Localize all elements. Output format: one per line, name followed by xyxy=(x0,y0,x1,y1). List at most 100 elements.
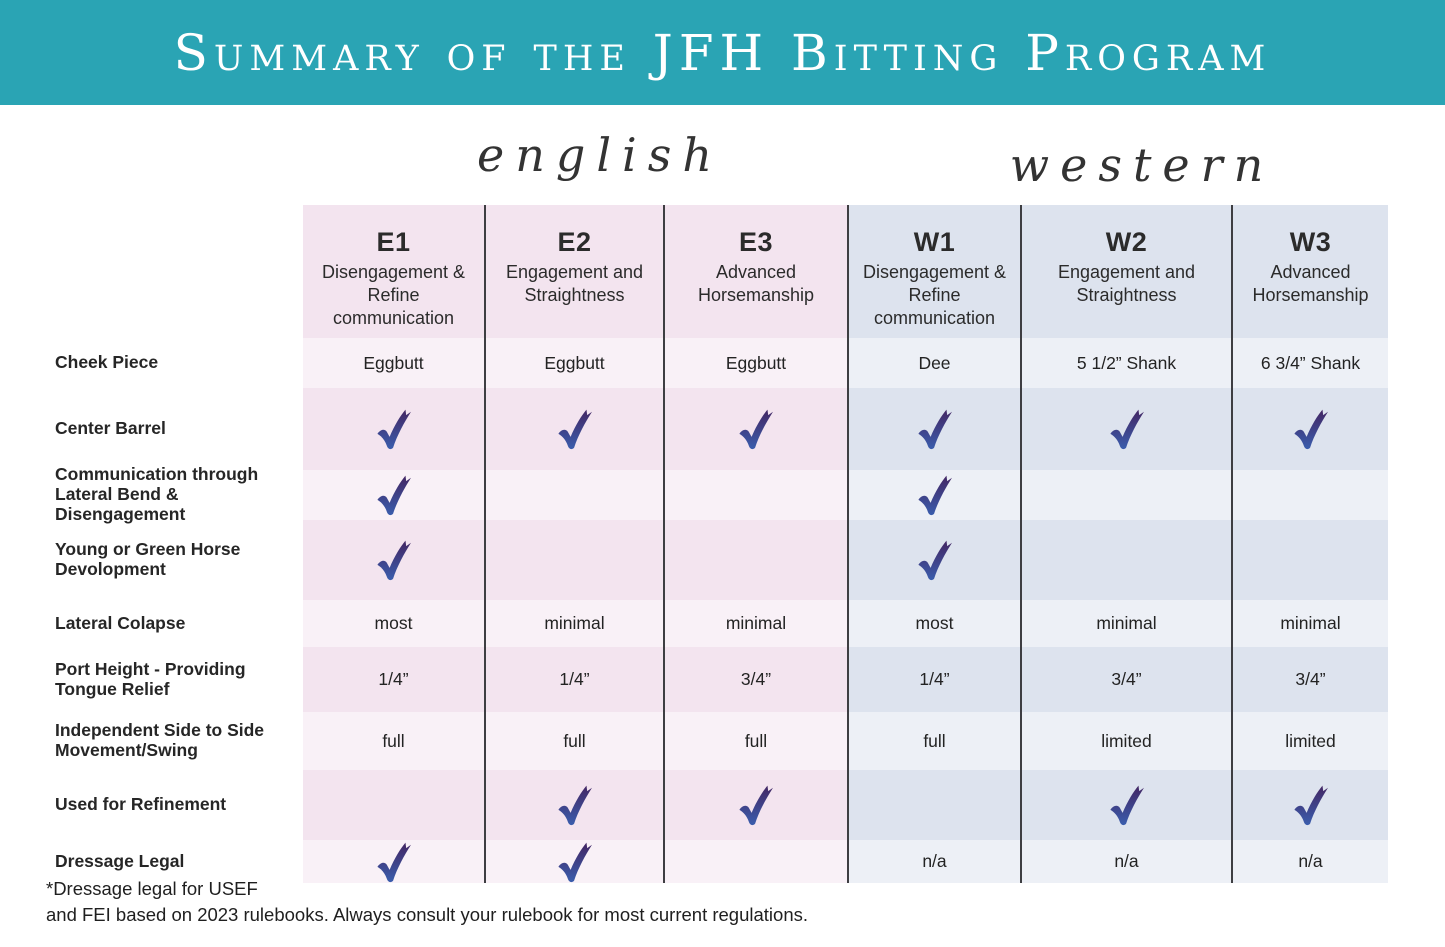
cell-1-E3 xyxy=(663,388,847,470)
cell-text-6-E1: full xyxy=(382,730,405,751)
cell-7-E1 xyxy=(303,770,484,840)
cell-0-E2: Eggbutt xyxy=(484,338,663,388)
cell-text-6-W2: limited xyxy=(1101,730,1152,751)
cell-3-W2 xyxy=(1020,520,1231,600)
cell-2-E3 xyxy=(663,470,847,520)
row-label-2: Communication through Lateral Bend & Dis… xyxy=(0,464,303,524)
cell-0-W1: Dee xyxy=(847,338,1020,388)
cell-3-W3 xyxy=(1231,520,1388,600)
col-code-W3: W3 xyxy=(1289,227,1332,257)
cell-4-E3: minimal xyxy=(663,600,847,647)
cell-text-5-E1: 1/4” xyxy=(378,669,409,689)
page-title: Summary of the JFH Bitting Program xyxy=(173,23,1272,82)
col-code-E3: E3 xyxy=(738,227,774,257)
cell-text-4-W2: minimal xyxy=(1096,613,1157,633)
cell-text-5-W3: 3/4” xyxy=(1295,669,1326,689)
cell-5-E3: 3/4” xyxy=(663,647,847,712)
check-icon xyxy=(739,409,774,450)
check-icon xyxy=(917,540,952,581)
row-label-text-3: Young or Green Horse Devolopment xyxy=(55,539,241,579)
check-icon xyxy=(557,785,592,826)
cell-1-W3 xyxy=(1231,388,1388,470)
cell-8-E2 xyxy=(484,840,663,883)
cell-6-W3: limited xyxy=(1231,712,1388,770)
footnote-line-2: and FEI based on 2023 rulebooks. Always … xyxy=(46,903,809,925)
check-icon xyxy=(376,540,411,581)
check-icon xyxy=(739,785,774,826)
cell-text-8-W3: n/a xyxy=(1298,851,1323,871)
cell-text-4-E2: minimal xyxy=(544,613,605,633)
english-heading: english xyxy=(477,128,723,182)
row-label-0: Cheek Piece xyxy=(0,338,303,388)
check-icon xyxy=(1109,409,1144,450)
cell-text-8-W2: n/a xyxy=(1114,851,1139,871)
cell-7-W1 xyxy=(847,770,1020,840)
cell-7-E3 xyxy=(663,770,847,840)
cell-2-W1 xyxy=(847,470,1020,520)
cell-6-W1: full xyxy=(847,712,1020,770)
cell-2-E2 xyxy=(484,470,663,520)
cell-7-W3 xyxy=(1231,770,1388,840)
cell-2-E1 xyxy=(303,470,484,520)
row-label-text-6: Independent Side to Side Movement/Swing xyxy=(55,720,265,760)
col-subtitle-W1: Disengagement & Refine communication xyxy=(862,262,1007,329)
cell-text-0-W3: 6 3/4” Shank xyxy=(1260,352,1361,373)
cell-6-E1: full xyxy=(303,712,484,770)
cell-3-E2 xyxy=(484,520,663,600)
cell-text-4-W1: most xyxy=(915,613,954,633)
row-label-text-0: Cheek Piece xyxy=(55,352,159,373)
cell-3-E1 xyxy=(303,520,484,600)
cell-2-W3 xyxy=(1231,470,1388,520)
col-code-W2: W2 xyxy=(1105,227,1148,257)
cell-1-W2 xyxy=(1020,388,1231,470)
cell-text-6-W3: limited xyxy=(1285,730,1336,751)
cell-text-5-W2: 3/4” xyxy=(1111,669,1142,689)
cell-text-0-E1: Eggbutt xyxy=(363,352,424,373)
cell-5-W3: 3/4” xyxy=(1231,647,1388,712)
col-header-W1: W1 Disengagement & Refine communication xyxy=(847,205,1020,338)
western-heading: western xyxy=(1009,138,1275,192)
corner-cell xyxy=(0,205,303,338)
banner: Summary of the JFH Bitting Program xyxy=(0,0,1445,105)
cell-1-W1 xyxy=(847,388,1020,470)
cell-3-W1 xyxy=(847,520,1020,600)
cell-text-8-W1: n/a xyxy=(922,851,947,871)
col-code-E2: E2 xyxy=(557,227,592,257)
footnote-line-1: *Dressage legal for USEF xyxy=(46,878,258,899)
cell-text-6-E3: full xyxy=(744,730,768,751)
row-label-text-8: Dressage Legal xyxy=(55,850,185,871)
check-icon xyxy=(557,409,592,450)
row-label-text-5: Port Height - Providing Tongue Relief xyxy=(55,658,246,699)
check-icon xyxy=(376,409,411,450)
cell-text-4-E1: most xyxy=(374,613,413,633)
check-icon xyxy=(1293,785,1328,826)
col-header-W3: W3 Advanced Horsemanship xyxy=(1231,205,1388,338)
cell-text-0-E2: Eggbutt xyxy=(544,352,605,373)
cell-1-E1 xyxy=(303,388,484,470)
cell-5-E2: 1/4” xyxy=(484,647,663,712)
cell-text-0-E3: Eggbutt xyxy=(725,352,787,373)
cell-8-W3: n/a xyxy=(1231,840,1388,883)
row-label-text-4: Lateral Colapse xyxy=(55,612,186,633)
cell-0-W2: 5 1/2” Shank xyxy=(1020,338,1231,388)
row-label-text-1: Center Barrel xyxy=(55,418,166,439)
cell-7-W2 xyxy=(1020,770,1231,840)
cell-5-W1: 1/4” xyxy=(847,647,1020,712)
check-icon xyxy=(917,409,952,450)
cell-text-5-E3: 3/4” xyxy=(740,669,772,689)
row-label-1: Center Barrel xyxy=(0,388,303,470)
cell-text-0-W2: 5 1/2” Shank xyxy=(1076,352,1177,373)
cell-7-E2 xyxy=(484,770,663,840)
cell-6-E3: full xyxy=(663,712,847,770)
col-subtitle-W3: Advanced Horsemanship xyxy=(1252,262,1369,306)
cell-8-W2: n/a xyxy=(1020,840,1231,883)
cell-0-E1: Eggbutt xyxy=(303,338,484,388)
cell-4-W2: minimal xyxy=(1020,600,1231,647)
cell-5-E1: 1/4” xyxy=(303,647,484,712)
cell-text-0-W1: Dee xyxy=(918,352,951,373)
check-icon xyxy=(1109,785,1144,826)
col-subtitle-W2: Engagement and Straightness xyxy=(1057,262,1196,306)
bitting-table: E1 Disengagement & Refine communication E2… xyxy=(0,205,1388,883)
cell-4-E2: minimal xyxy=(484,600,663,647)
cell-text-6-E2: full xyxy=(563,730,586,751)
